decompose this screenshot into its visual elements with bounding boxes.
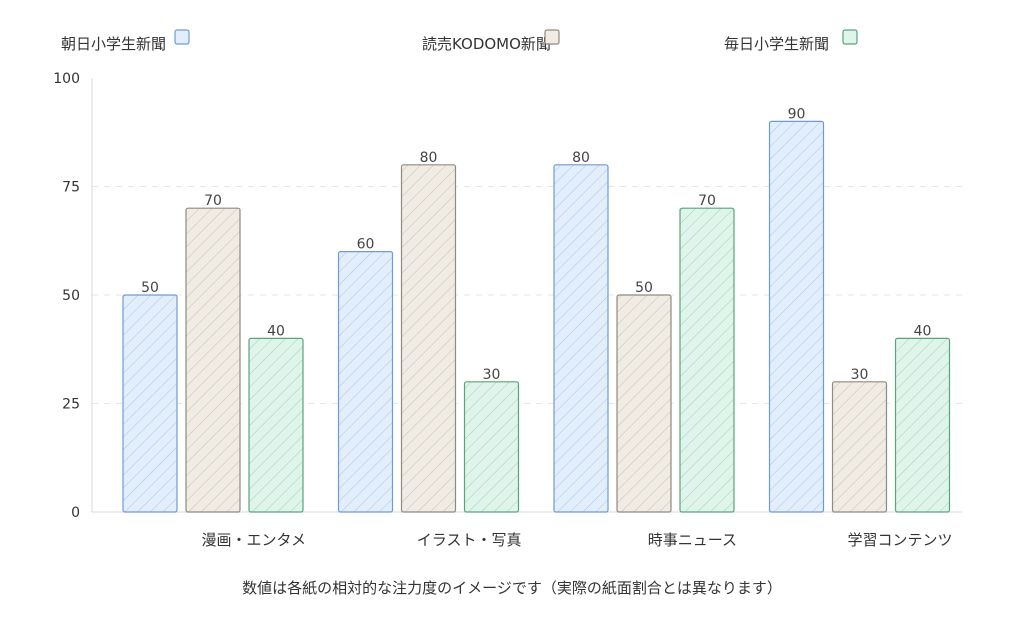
legend-label: 朝日小学生新聞	[61, 35, 166, 53]
x-tick-label: 学習コンテンツ	[847, 531, 952, 549]
bar	[894, 337, 951, 513]
bar-value-label: 70	[698, 193, 716, 209]
bars	[122, 120, 951, 513]
bar	[553, 164, 609, 513]
bar	[122, 294, 178, 513]
bar-value-label: 50	[141, 280, 159, 296]
bar	[768, 120, 825, 513]
y-tick-label: 0	[71, 505, 80, 521]
bar-value-label: 40	[914, 323, 932, 339]
bar-value-label: 60	[357, 237, 375, 253]
bar-value-label: 50	[635, 280, 653, 296]
bar	[831, 381, 888, 513]
bar-value-label: 80	[572, 150, 590, 166]
legend-swatch	[174, 29, 190, 45]
y-tick-label: 50	[62, 288, 80, 304]
bar-value-label: 30	[851, 367, 869, 383]
legend-swatch	[842, 29, 858, 45]
legend-label: 読売KODOMO新聞	[422, 35, 551, 53]
bar	[248, 337, 304, 513]
x-tick-label: 時事ニュース	[648, 531, 737, 549]
bar	[337, 251, 394, 513]
legend: 朝日小学生新聞 読売KODOMO新聞 毎日小学生新聞	[61, 29, 858, 53]
bar	[616, 294, 672, 513]
y-tick-label: 75	[62, 180, 80, 196]
bar	[185, 207, 241, 513]
chart-caption: 数値は各紙の相対的な注力度のイメージです（実際の紙面割合とは異なります）	[242, 579, 782, 597]
bar-value-label: 70	[204, 193, 222, 209]
bar	[679, 207, 735, 513]
y-tick-label: 25	[62, 397, 80, 413]
bar-value-label: 40	[267, 323, 285, 339]
legend-swatch	[544, 29, 560, 45]
legend-label: 毎日小学生新聞	[724, 35, 829, 53]
value-labels: 50 70 40 60 80 30 80 50 70 90 30 40	[141, 106, 931, 382]
x-tick-label: イラスト・写真	[417, 531, 522, 549]
x-tick-label: 漫画・エンタメ	[201, 531, 306, 549]
bar	[463, 381, 520, 513]
bar	[400, 164, 457, 513]
bar-value-label: 80	[420, 150, 438, 166]
bar-value-label: 30	[483, 367, 501, 383]
bar-value-label: 90	[788, 106, 806, 122]
y-tick-label: 100	[53, 71, 80, 87]
